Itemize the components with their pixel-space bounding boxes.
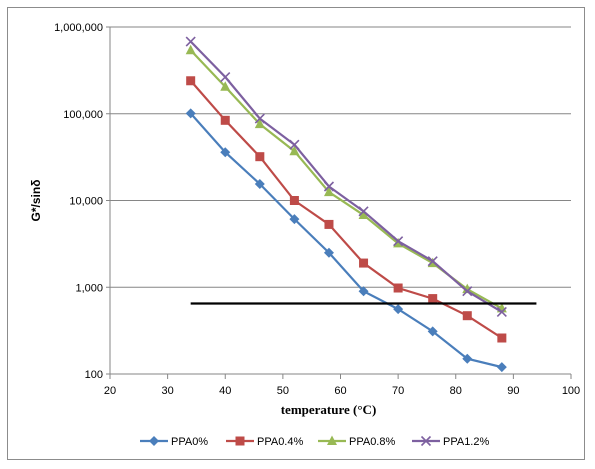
data-point (289, 214, 300, 225)
y-tick-label: 100,000 (63, 109, 103, 121)
legend-item: PPA0.8% (318, 435, 395, 448)
series-PPA0% (185, 108, 507, 373)
y-tick-label: 100 (85, 369, 103, 381)
series-line (189, 80, 503, 339)
marker-stroke (496, 306, 507, 317)
data-point (428, 294, 438, 304)
series-PPA0.4% (186, 76, 507, 343)
legend-label: PPA1.2% (443, 436, 489, 448)
data-point (289, 145, 300, 156)
legend-label: PPA0.4% (257, 436, 303, 448)
data-point (323, 247, 334, 258)
data-point (393, 237, 404, 248)
data-point (185, 36, 196, 47)
data-point (220, 115, 230, 125)
data-point (220, 71, 231, 83)
data-point (462, 353, 473, 364)
gridlines (110, 26, 571, 288)
data-point (496, 362, 507, 373)
data-point (324, 219, 334, 229)
data-point (255, 152, 265, 162)
legend-item: PPA0% (140, 436, 208, 448)
data-point (186, 76, 196, 86)
data-point (462, 283, 473, 294)
series-line (189, 40, 503, 313)
marker-stroke (462, 286, 473, 297)
data-point (323, 186, 334, 197)
data-point (220, 147, 231, 158)
data-point (254, 118, 265, 129)
legend-marker (420, 435, 432, 447)
data-point (427, 326, 438, 337)
data-point (497, 333, 507, 343)
data-point (393, 304, 404, 315)
legend-marker (235, 436, 245, 446)
data-point (358, 209, 369, 220)
legend-label: PPA0.8% (349, 436, 395, 448)
series-line (189, 112, 503, 369)
chart-frame (7, 7, 585, 460)
data-point (462, 286, 473, 297)
data-point (289, 196, 299, 205)
x-tick-label: 50 (277, 385, 289, 397)
data-point (393, 283, 403, 293)
x-tick-label: 90 (507, 385, 519, 397)
marker-stroke (254, 113, 265, 124)
legend-item: PPA0.4% (226, 436, 303, 448)
data-point (254, 113, 265, 124)
data-point (185, 44, 196, 55)
data-point (359, 258, 369, 268)
x-tick-label: 100 (562, 385, 580, 397)
y-tick-label: 1,000 (75, 282, 103, 294)
legend-marker (327, 435, 337, 445)
legend: PPA0% PPA0.4% PPA0.8% PPA1.2% (140, 435, 489, 448)
marker-stroke (427, 256, 438, 267)
data-point (358, 286, 369, 297)
axes (106, 26, 572, 379)
data-point (289, 139, 300, 150)
x-tick-label: 60 (334, 385, 346, 397)
marker-stroke (323, 181, 335, 192)
x-tick-label: 20 (104, 385, 116, 397)
y-tick-label: 1,000,000 (54, 22, 103, 34)
legend-item: PPA1.2% (412, 435, 489, 448)
marker-stroke (393, 236, 404, 247)
series-PPA1.2% (185, 36, 507, 317)
series-group (185, 36, 507, 373)
data-point (358, 206, 369, 217)
marker-stroke (185, 36, 196, 47)
y-tick-label: 10,000 (69, 196, 103, 208)
data-point (462, 311, 472, 321)
legend-label: PPA0% (171, 436, 208, 448)
data-point (323, 181, 335, 192)
x-axis-label: temperature (°C) (281, 402, 377, 417)
marker-stroke (420, 435, 432, 447)
marker-stroke (220, 71, 231, 83)
data-point (427, 256, 438, 267)
data-point (393, 236, 404, 247)
y-tick-labels: 100 1,000 10,000 100,000 1,000,000 (54, 22, 103, 381)
data-point (496, 306, 507, 317)
data-point (254, 178, 265, 189)
x-tick-label: 70 (392, 385, 404, 397)
x-tick-label: 40 (219, 385, 231, 397)
series-line (189, 49, 503, 310)
data-point (185, 108, 196, 119)
x-tick-label: 30 (162, 385, 174, 397)
marker-stroke (289, 139, 300, 150)
x-tick-label: 80 (450, 385, 462, 397)
x-tick-labels: 20 30 40 50 60 70 80 90 100 (104, 385, 580, 397)
marker-stroke (358, 206, 369, 217)
y-axis-label: G*/sinδ (29, 180, 43, 222)
legend-marker (149, 436, 159, 446)
data-point (220, 81, 231, 91)
